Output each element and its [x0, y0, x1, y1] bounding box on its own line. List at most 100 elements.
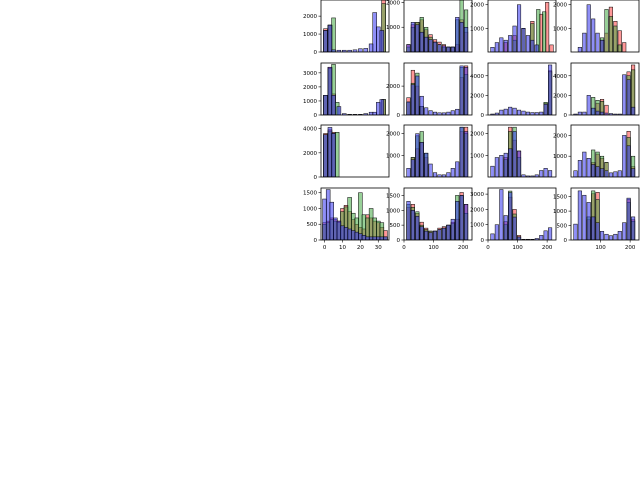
bar-blue — [450, 110, 455, 115]
bar-blue — [512, 107, 517, 115]
bar-blue — [406, 168, 411, 177]
bar-blue — [631, 168, 636, 177]
axes-frame — [320, 0, 390, 53]
bar-blue — [437, 112, 442, 115]
y-tick-label: 2000 — [470, 3, 484, 9]
bar-blue — [534, 238, 539, 240]
bar-blue — [508, 192, 513, 240]
x-tick-label: 0 — [486, 245, 490, 251]
bar-blue — [331, 133, 336, 177]
bar-red — [622, 42, 627, 52]
bar-blue — [446, 46, 451, 52]
x-tick-label: 30 — [375, 245, 382, 251]
bar-green — [591, 149, 596, 177]
bar-blue — [383, 236, 388, 240]
bar-blue — [512, 131, 517, 177]
y-tick-label: 2000 — [386, 132, 400, 138]
bar-blue — [543, 230, 548, 240]
bar-blue — [494, 42, 499, 52]
bar-blue — [604, 233, 609, 240]
bar-blue — [631, 216, 636, 240]
bar-blue — [336, 106, 342, 115]
bar-blue — [363, 48, 368, 52]
y-tick-label: 2000 — [386, 0, 400, 6]
bar-blue — [424, 107, 429, 115]
subplot-1-1: 0 2000 — [386, 62, 473, 119]
bars-group — [490, 64, 553, 115]
bar-green — [617, 44, 622, 52]
bar-blue — [586, 95, 591, 115]
bar-blue — [622, 222, 627, 240]
subplot-3-3: 0 500 1000 1500 100 200 — [553, 187, 640, 251]
bar-blue — [437, 44, 442, 52]
bar-blue — [586, 158, 591, 177]
y-tick-label: 0 — [564, 238, 568, 244]
y-tick-label: 500 — [307, 222, 318, 228]
bar-blue — [626, 197, 631, 240]
axes-frame — [487, 124, 557, 178]
bar-blue — [410, 84, 415, 115]
bar-blue — [323, 134, 328, 177]
bar-blue — [450, 218, 455, 240]
y-tick-label: 1000 — [470, 223, 484, 229]
bar-blue — [494, 224, 499, 240]
x-tick-label: 10 — [339, 245, 346, 251]
bar-green — [604, 9, 609, 52]
bar-blue — [415, 133, 420, 177]
bar-blue — [525, 111, 530, 115]
subplot-0-2: 1000 2000 — [470, 0, 557, 53]
bar-blue — [437, 229, 442, 240]
axes-frame — [403, 124, 473, 178]
y-tick-label: 0 — [564, 113, 568, 119]
x-tick-label: 100 — [595, 245, 606, 251]
y-tick-label: 0 — [481, 113, 485, 119]
bar-blue — [419, 226, 424, 240]
bar-blue — [455, 17, 460, 52]
bar-blue — [503, 152, 508, 177]
subplot-3-2: 0 1000 2000 3000 0 100 200 — [470, 187, 557, 251]
bar-blue — [508, 106, 513, 115]
bar-blue — [331, 95, 336, 115]
subplot-2-2: 1000 2000 — [470, 124, 557, 178]
x-tick-label: 200 — [458, 245, 469, 251]
bar-blue — [521, 110, 526, 115]
bar-blue — [591, 107, 596, 115]
y-tick-label: 1500 — [386, 193, 400, 199]
bar-blue — [591, 164, 596, 177]
bar-blue — [437, 174, 442, 177]
bar-blue — [455, 108, 460, 115]
bar-blue — [415, 24, 420, 52]
bar-blue — [415, 75, 420, 115]
bar-blue — [419, 95, 424, 115]
bar-blue — [379, 30, 385, 52]
bar-blue — [428, 232, 433, 240]
bars-group — [573, 190, 636, 240]
bar-blue — [419, 142, 424, 177]
y-tick-label: 1000 — [386, 25, 400, 31]
bar-blue — [464, 26, 469, 52]
y-tick-label: 1000 — [303, 206, 317, 212]
bar-blue — [499, 155, 504, 177]
bar-blue — [539, 235, 544, 240]
bar-blue — [595, 110, 600, 115]
bar-blue — [503, 215, 508, 240]
bars-group — [322, 189, 388, 240]
axes-frame — [403, 62, 473, 116]
bar-blue — [323, 30, 328, 52]
bar-blue — [517, 4, 522, 52]
bar-green — [608, 16, 613, 52]
bar-blue — [499, 109, 504, 115]
y-tick-label: 1500 — [553, 195, 567, 201]
y-tick-label: 1500 — [303, 191, 317, 197]
x-tick-label: 100 — [512, 245, 523, 251]
bar-blue — [604, 112, 609, 115]
bar-blue — [424, 36, 429, 52]
subplot-0-1: 1000 2000 — [386, 0, 473, 53]
y-tick-label: 3000 — [470, 192, 484, 198]
bar-blue — [591, 216, 596, 240]
y-tick-label: 2000 — [553, 133, 567, 139]
bar-blue — [582, 111, 587, 115]
bar-blue — [582, 151, 587, 177]
bar-red — [617, 30, 622, 52]
bar-blue — [490, 165, 495, 177]
